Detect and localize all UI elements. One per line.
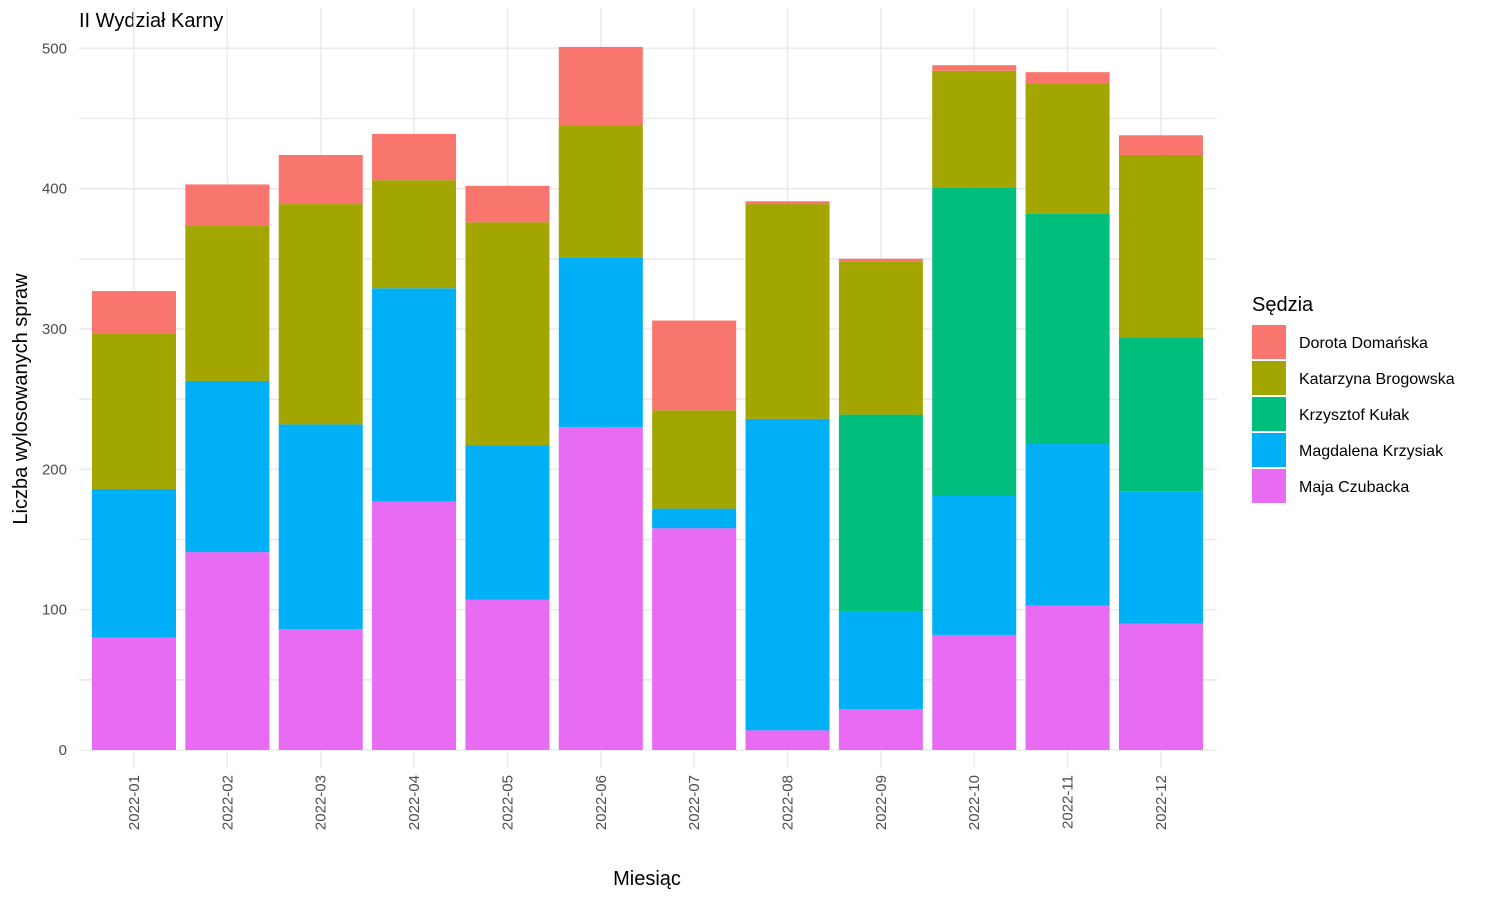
bar-segment: [1025, 605, 1110, 750]
x-tick-label: 2022-03: [313, 775, 330, 830]
bar-segment: [652, 508, 737, 529]
x-tick-label: 2022-07: [686, 775, 703, 830]
bar-segment: [372, 288, 457, 502]
bar-segment: [1118, 337, 1203, 492]
bar-segment: [932, 70, 1017, 188]
bar-segment: [92, 291, 176, 334]
chart-title: II Wydział Karny: [79, 10, 223, 32]
bar-segment: [185, 184, 270, 226]
bar-segment: [558, 46, 643, 126]
bar-segment: [1118, 623, 1203, 750]
bar-segment: [1025, 213, 1110, 445]
bar-segment: [465, 222, 550, 446]
bar-segment: [1025, 72, 1110, 84]
legend-label: Magdalena Krzysiak: [1299, 443, 1444, 460]
bar-segment: [932, 187, 1017, 496]
bar-segment: [465, 185, 550, 223]
bar-segment: [838, 261, 923, 415]
legend-label: Maja Czubacka: [1299, 479, 1409, 496]
bar-segment: [278, 204, 363, 425]
legend-label: Katarzyna Brogowska: [1299, 371, 1455, 388]
legend-label: Dorota Domańska: [1299, 335, 1428, 352]
x-tick-label: 2022-12: [1153, 775, 1170, 830]
bar-segment: [465, 445, 550, 600]
bar-segment: [372, 501, 457, 750]
legend-key: [1252, 433, 1286, 467]
bar-segment: [185, 225, 270, 381]
x-axis-ticks: 2022-01 2022-02 2022-03 2022-04 2022-05 2022-…: [126, 775, 1170, 830]
bar-segment: [932, 65, 1017, 71]
x-tick-label: 2022-08: [780, 775, 797, 830]
bar-segment: [745, 204, 830, 419]
x-tick-label: 2022-11: [1060, 775, 1077, 829]
y-tick-label: 500: [42, 40, 67, 57]
bar-segment: [558, 125, 643, 258]
y-tick-label: 200: [42, 461, 67, 478]
bar-segment: [185, 552, 270, 750]
x-tick-label: 2022-05: [499, 775, 516, 830]
legend: Sędzia Dorota Domańska Katarzyna Brogowsk…: [1252, 294, 1455, 503]
bar-segment: [838, 611, 923, 710]
bar-segment: [92, 333, 176, 489]
bar-segment: [558, 427, 643, 750]
bar-segment: [278, 154, 363, 205]
x-tick-label: 2022-01: [126, 775, 143, 830]
bar-segment: [745, 730, 830, 750]
y-axis-label: Liczba wylosowanych spraw: [10, 273, 32, 525]
legend-key: [1252, 469, 1286, 503]
bar-segment: [1118, 154, 1203, 338]
x-tick-label: 2022-04: [406, 775, 423, 830]
bar-segment: [652, 410, 737, 509]
bar-segment: [652, 528, 737, 750]
bar-segment: [92, 488, 176, 638]
x-tick-label: 2022-09: [873, 775, 890, 830]
bar-segment: [745, 418, 830, 731]
bar-segment: [1025, 444, 1110, 606]
legend-key: [1252, 397, 1286, 431]
legend-key: [1252, 325, 1286, 359]
y-axis-ticks: 0 100 200 300 400 500: [42, 40, 67, 759]
bars: [92, 46, 1203, 750]
y-tick-label: 400: [42, 181, 67, 198]
bar-segment: [278, 629, 363, 750]
legend-title: Sędzia: [1252, 294, 1314, 316]
bar-segment: [1118, 491, 1203, 624]
legend-label: Krzysztof Kułak: [1299, 407, 1410, 424]
bar-segment: [185, 380, 270, 553]
bar-segment: [372, 180, 457, 289]
legend-key: [1252, 361, 1286, 395]
bar-segment: [838, 258, 923, 262]
bar-segment: [372, 133, 457, 181]
bar-segment: [652, 320, 737, 411]
bar-segment: [465, 599, 550, 750]
bar-segment: [745, 201, 830, 205]
bar-segment: [1025, 83, 1110, 214]
bar-segment: [838, 709, 923, 750]
x-axis-label: Miesiąc: [613, 868, 681, 890]
x-tick-label: 2022-10: [966, 775, 983, 830]
bar-segment: [932, 495, 1017, 635]
y-tick-label: 0: [59, 742, 67, 759]
bar-segment: [838, 414, 923, 612]
bar-segment: [278, 424, 363, 630]
bar-segment: [932, 634, 1017, 750]
bar-segment: [92, 637, 176, 750]
y-tick-label: 300: [42, 321, 67, 338]
y-tick-label: 100: [42, 602, 67, 619]
bar-segment: [558, 257, 643, 428]
x-tick-label: 2022-06: [593, 775, 610, 830]
bar-segment: [1118, 135, 1203, 155]
x-tick-label: 2022-02: [219, 775, 236, 830]
